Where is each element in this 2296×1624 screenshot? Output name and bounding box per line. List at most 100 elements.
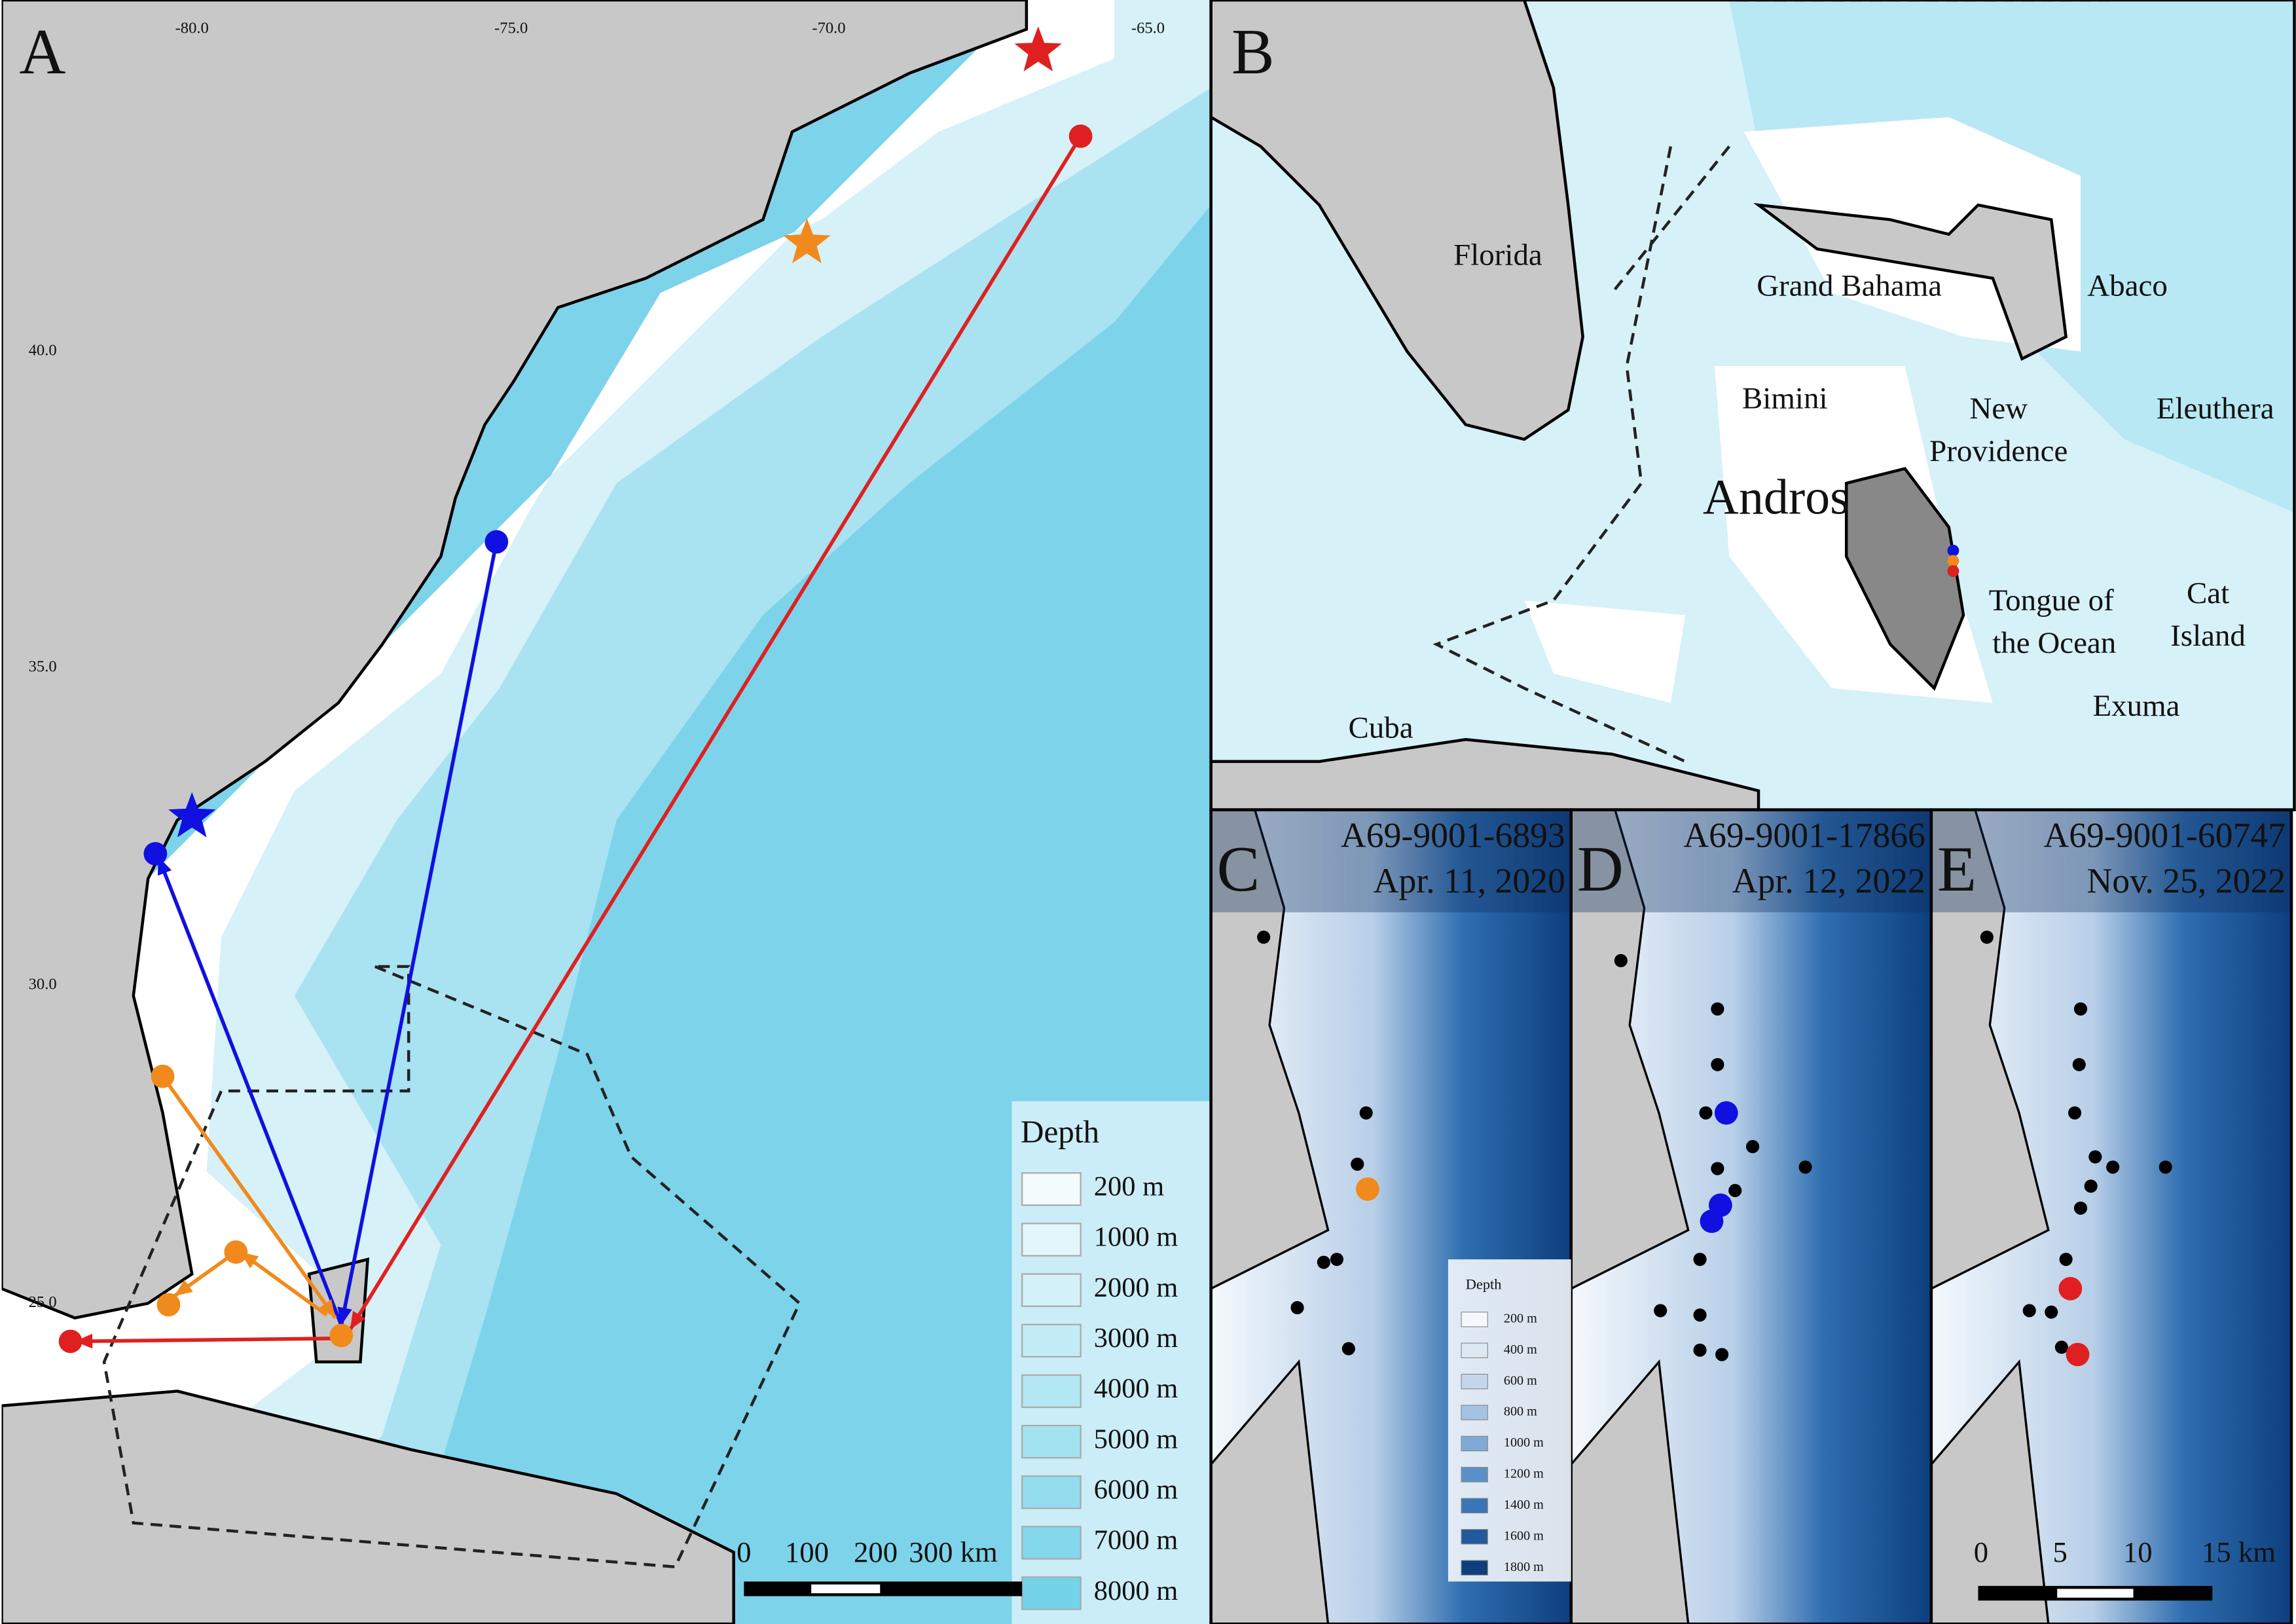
- track-line: [339, 541, 499, 1326]
- inset-panel: A69-9001-60747 Nov. 25, 2022 E: [1929, 808, 2293, 1624]
- scale-label: 0: [737, 1536, 751, 1568]
- receiver: [1715, 1348, 1729, 1361]
- receiver: [2059, 1253, 2073, 1266]
- lon-tick-label: -75.0: [494, 19, 528, 37]
- legend-label: 7000 m: [1094, 1525, 1178, 1556]
- arrow-head: [350, 1310, 366, 1330]
- legend-label: 1000 m: [1094, 1222, 1178, 1253]
- lon-tick-label: -80.0: [175, 19, 209, 37]
- place-label: Providence: [1929, 434, 2068, 468]
- legend-swatch: [1021, 1576, 1082, 1610]
- scale-label: 0: [1974, 1536, 1988, 1568]
- place-label: Exuma: [2092, 689, 2179, 723]
- legend-swatch: [1021, 1172, 1082, 1206]
- island: [1753, 202, 2068, 361]
- lat-tick-label: 35.0: [29, 657, 57, 675]
- scale-label: 15 km: [2202, 1536, 2276, 1568]
- receiver: [1351, 1157, 1364, 1171]
- receiver: [2073, 1002, 2088, 1016]
- legend-label: 600 m: [1504, 1373, 1537, 1388]
- legend-label: 8000 m: [1094, 1576, 1178, 1606]
- legend-swatch: [1021, 1374, 1082, 1409]
- receiver: [1728, 1184, 1742, 1198]
- receiver: [1693, 1308, 1707, 1322]
- receiver: [2084, 1179, 2098, 1193]
- legend-label: 2000 m: [1094, 1272, 1178, 1303]
- study-area: [1432, 0, 2110, 763]
- receiver: [1711, 1002, 1724, 1016]
- scale-label: 100: [785, 1536, 829, 1568]
- receiver: [1654, 1304, 1667, 1318]
- scale-bar: [744, 1581, 1023, 1596]
- place-label: Andros: [1703, 470, 1850, 525]
- track-line: [348, 135, 1083, 1331]
- panel-label: D: [1577, 834, 1624, 905]
- island: [1844, 467, 1965, 692]
- place-label: Cat: [2187, 576, 2229, 610]
- lat-tick-label: 40.0: [29, 341, 57, 359]
- receiver: [1359, 1106, 1373, 1120]
- legend-swatch: [1021, 1273, 1082, 1307]
- place-label: the Ocean: [1992, 626, 2116, 660]
- legend-label: 200 m: [1504, 1311, 1537, 1325]
- place-label: Island: [2170, 619, 2246, 653]
- release-star: [1014, 26, 1062, 72]
- lon-tick-label: -70.0: [812, 19, 845, 37]
- arrow-head: [174, 1280, 193, 1297]
- tracks: [58, 26, 1093, 1354]
- scale-label: 10: [2123, 1536, 2153, 1568]
- detection-point: [156, 1293, 181, 1317]
- release-star: [783, 218, 831, 263]
- station: [1947, 555, 1959, 567]
- receiver: [1290, 1301, 1304, 1315]
- release-star: [168, 792, 216, 838]
- detection-point: [1068, 124, 1093, 148]
- legend-title: Depth: [1466, 1276, 1502, 1293]
- inset-header: [1931, 809, 2292, 913]
- shelf: [1, 0, 1115, 1465]
- receiver: [2159, 1160, 2172, 1174]
- inset-tag: A69-9001-17866: [1683, 816, 1925, 855]
- inset-date: Nov. 25, 2022: [2087, 861, 2286, 900]
- receiver: [1711, 1162, 1724, 1175]
- inset-scale: 0 5 10 15 km: [1974, 1536, 2276, 1601]
- detection-receiver: [1356, 1177, 1379, 1201]
- track-line: [75, 1337, 333, 1344]
- detection-point: [329, 1323, 354, 1348]
- inset-land: [1930, 808, 2050, 1291]
- receiver: [2068, 1106, 2082, 1120]
- detection-receiver: [2066, 1342, 2090, 1367]
- station: [1947, 565, 1959, 578]
- detection-point: [143, 841, 168, 866]
- panel-label: E: [1937, 834, 1977, 905]
- place-label: Cuba: [1349, 711, 1413, 745]
- receiver: [1614, 953, 1628, 968]
- inset-date: Apr. 12, 2022: [1732, 861, 1925, 900]
- detection-receiver: [1700, 1209, 1724, 1233]
- receiver: [2073, 1201, 2088, 1215]
- receiver: [1317, 1255, 1330, 1269]
- legend-swatch: [1021, 1526, 1082, 1560]
- legend-label: 3000 m: [1094, 1323, 1178, 1354]
- receiver: [2106, 1160, 2120, 1174]
- legend-swatch: [1021, 1323, 1082, 1358]
- legend-swatch: [1461, 1467, 1488, 1483]
- scale-label: 300 km: [909, 1536, 998, 1568]
- legend-swatch: [1461, 1312, 1488, 1327]
- legend-label: 1600 m: [1504, 1528, 1544, 1543]
- receiver: [2088, 1150, 2102, 1164]
- place-label: Eleuthera: [2157, 392, 2274, 426]
- legend-label: 5000 m: [1094, 1424, 1178, 1454]
- receiver: [2054, 1340, 2068, 1354]
- panel-label: C: [1217, 834, 1260, 905]
- detection-point: [224, 1240, 248, 1264]
- station: [1947, 544, 1959, 557]
- inset-header: [1571, 809, 1931, 913]
- inset-tag: A69-9001-60747: [2043, 816, 2286, 855]
- legend-swatch: [1021, 1475, 1082, 1509]
- scale-label: 200: [854, 1536, 898, 1568]
- arrow-head: [75, 1333, 93, 1349]
- inset-land: [1209, 808, 1330, 1291]
- legend-swatch: [1461, 1405, 1488, 1420]
- receiver: [1341, 1342, 1355, 1356]
